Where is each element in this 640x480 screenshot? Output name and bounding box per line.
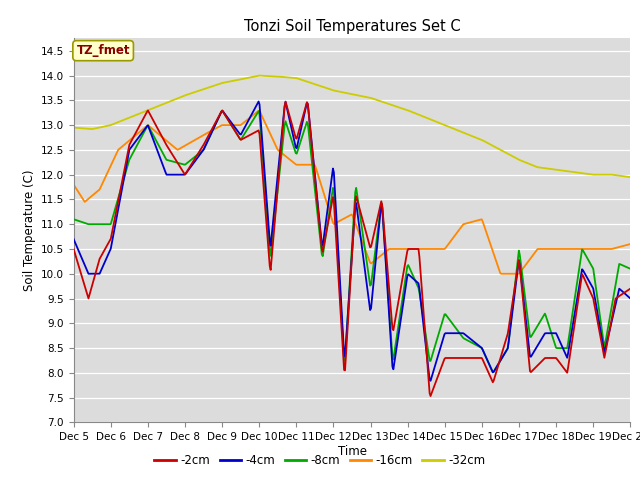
- Legend: -2cm, -4cm, -8cm, -16cm, -32cm: -2cm, -4cm, -8cm, -16cm, -32cm: [150, 449, 490, 472]
- X-axis label: Time: Time: [337, 445, 367, 458]
- Title: Tonzi Soil Temperatures Set C: Tonzi Soil Temperatures Set C: [244, 20, 460, 35]
- Text: TZ_fmet: TZ_fmet: [76, 44, 130, 57]
- Y-axis label: Soil Temperature (C): Soil Temperature (C): [24, 169, 36, 291]
